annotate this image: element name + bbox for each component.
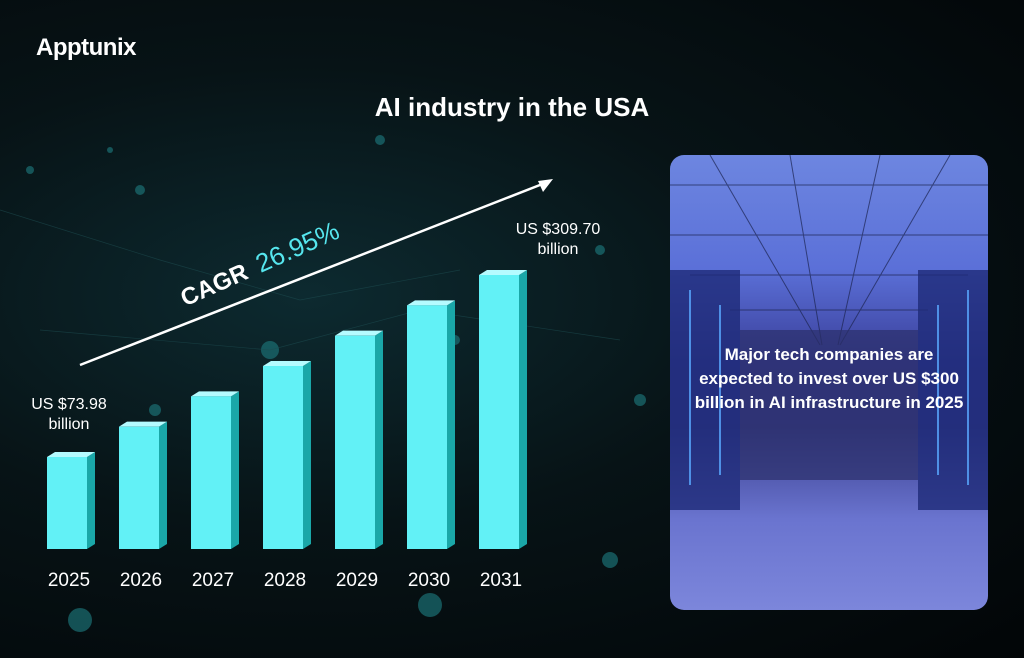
x-tick-2028: 2028 xyxy=(264,570,306,591)
bar-top-2025 xyxy=(47,452,95,457)
bar-chart: 2025 2026 2027 2028 2029 2030 2031 xyxy=(47,179,553,591)
bar-top-2031 xyxy=(479,270,527,275)
bar-2026 xyxy=(119,426,159,549)
x-tick-2025: 2025 xyxy=(48,570,90,591)
bar-2027 xyxy=(191,396,231,549)
datacenter-image xyxy=(670,155,988,510)
datacenter-image-panel: Major tech companies are expected to inv… xyxy=(670,155,988,610)
bar-top-2029 xyxy=(335,330,383,336)
bar-top-2030 xyxy=(407,300,455,306)
growth-arrow-line xyxy=(79,181,546,367)
bar-side-2027 xyxy=(231,391,239,549)
last-value-line2: billion xyxy=(537,241,579,258)
bar-2030 xyxy=(407,305,447,549)
last-value-label: US $309.70 billion xyxy=(498,220,618,260)
bar-top-2028 xyxy=(263,361,311,367)
bar-side-2028 xyxy=(303,361,311,549)
bar-side-2029 xyxy=(375,330,383,549)
first-value-line1: US $73.98 xyxy=(31,396,107,413)
growth-arrow-head xyxy=(538,179,553,192)
apptunix-logo: Apptunix xyxy=(36,34,136,61)
bar-2031 xyxy=(479,275,519,549)
x-tick-2027: 2027 xyxy=(192,570,234,591)
chart-title: AI industry in the USA xyxy=(374,92,650,122)
bar-2028 xyxy=(263,366,303,549)
bar-2029 xyxy=(335,335,375,549)
x-tick-2031: 2031 xyxy=(480,570,522,591)
bar-top-2027 xyxy=(191,391,239,397)
x-tick-2026: 2026 xyxy=(120,570,162,591)
first-value-label: US $73.98 billion xyxy=(9,395,129,435)
x-tick-2029: 2029 xyxy=(336,570,378,591)
bar-side-2030 xyxy=(447,300,455,549)
bar-top-2026 xyxy=(119,421,167,427)
bar-side-2025 xyxy=(87,452,95,549)
first-value-line2: billion xyxy=(48,416,90,433)
panel-caption: Major tech companies are expected to inv… xyxy=(694,345,964,412)
x-tick-2030: 2030 xyxy=(408,570,450,591)
bar-2025 xyxy=(47,457,87,549)
bar-side-2031 xyxy=(519,270,527,549)
bar-side-2026 xyxy=(159,421,167,549)
last-value-line1: US $309.70 xyxy=(515,221,601,238)
